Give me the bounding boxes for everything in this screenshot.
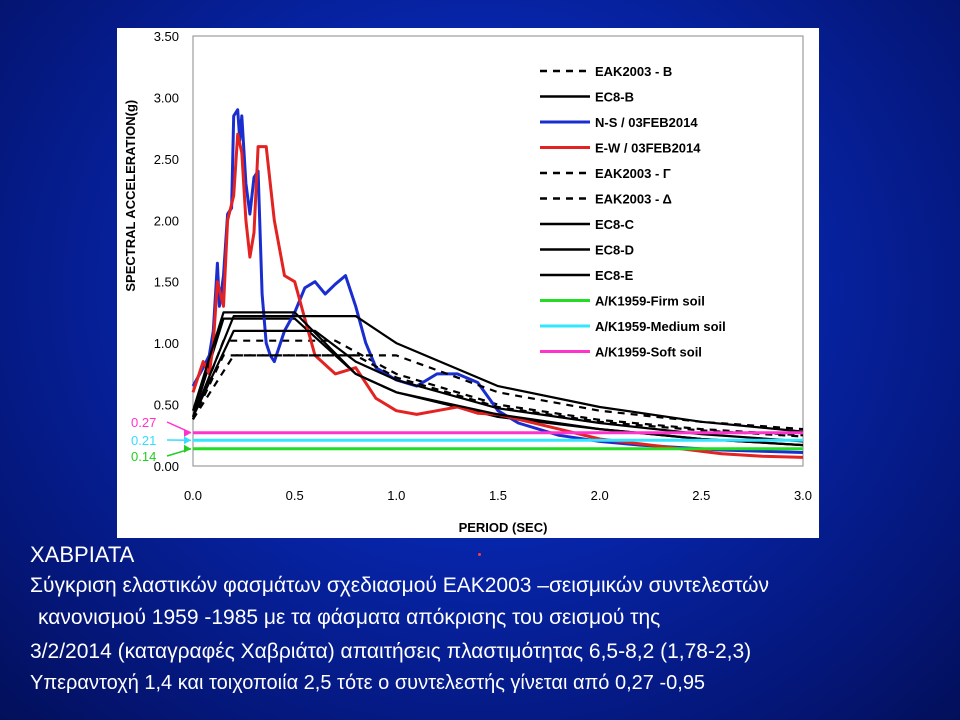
legend-label: ΕΑΚ2003 - Γ <box>595 166 671 181</box>
y-tick-label: 1.50 <box>154 275 179 290</box>
caption-line-1: Σύγκριση ελαστικών φασμάτων σχεδιασμού Ε… <box>30 574 769 597</box>
y-axis-title: SPECTRAL ACCELERATION(g) <box>123 100 138 292</box>
series-line-4 <box>192 354 804 438</box>
series-line-3 <box>191 132 804 459</box>
series-line-7 <box>191 315 804 433</box>
y-mark-label: 0.21 <box>131 433 156 448</box>
legend-label: A/K1959-Soft soil <box>595 345 702 360</box>
y-mark-arrowhead <box>184 444 191 453</box>
x-tick-label: 0.0 <box>184 488 202 503</box>
legend-label: E-W / 03FEB2014 <box>595 141 701 156</box>
x-tick-label: 1.0 <box>387 488 405 503</box>
y-tick-label: 3.50 <box>154 29 179 44</box>
y-tick-label: 0.00 <box>154 459 179 474</box>
spectra-chart: 0.00 0.50 1.00 1.50 2.00 2.50 3.00 3.50 0.0 0.5 1.… <box>123 29 812 535</box>
x-tick-label: 3.0 <box>794 488 812 503</box>
y-mark-label: 0.14 <box>131 449 156 464</box>
legend-label: ΕΑΚ2003 - Δ <box>595 192 672 207</box>
series-line-8 <box>191 311 804 447</box>
chart-panel: 0.00 0.50 1.00 1.50 2.00 2.50 3.00 3.50 0.0 0.5 1.… <box>117 28 819 538</box>
caption-line-2: κανονισμού 1959 -1985 με τα φάσματα απόκ… <box>38 606 661 629</box>
series-line-0 <box>191 339 804 437</box>
x-tick-label: 0.5 <box>286 488 304 503</box>
legend-label: ΕΑΚ2003 - Β <box>595 64 672 79</box>
x-tick-label: 2.0 <box>591 488 609 503</box>
caption-line-3: 3/2/2014 (καταγραφές Χαβριάτα) απαιτήσει… <box>30 640 752 663</box>
slide-title: ΧΑΒΡΙΑΤΑ <box>30 542 135 567</box>
y-tick-label: 1.00 <box>154 336 179 351</box>
y-mark-arrowhead <box>184 436 191 445</box>
y-mark-arrowhead <box>184 428 191 437</box>
plot-area <box>192 35 804 467</box>
y-tick-label: 0.50 <box>154 398 179 413</box>
legend-label: N-S / 03FEB2014 <box>595 115 698 130</box>
series-line-6 <box>192 329 804 443</box>
x-tick-label: 2.5 <box>692 488 710 503</box>
legend-label: EC8-E <box>595 268 634 283</box>
legend-label: A/K1959-Firm soil <box>595 294 705 309</box>
caption-line-4: Υπεραντοχή 1,4 και τοιχοποιία 2,5 τότε ο… <box>30 672 706 694</box>
x-axis-title: PERIOD (SEC) <box>459 520 548 535</box>
y-mark-label: 0.27 <box>131 415 156 430</box>
legend-label: A/K1959-Medium soil <box>595 319 726 334</box>
legend-label: EC8-B <box>595 90 634 105</box>
legend-label: EC8-D <box>595 243 634 258</box>
y-tick-label: 3.00 <box>154 90 179 105</box>
y-tick-label: 2.00 <box>154 213 179 228</box>
x-tick-label: 1.5 <box>489 488 507 503</box>
legend-label: EC8-C <box>595 217 635 232</box>
red-dot-marker <box>478 553 481 556</box>
y-tick-label: 2.50 <box>154 152 179 167</box>
